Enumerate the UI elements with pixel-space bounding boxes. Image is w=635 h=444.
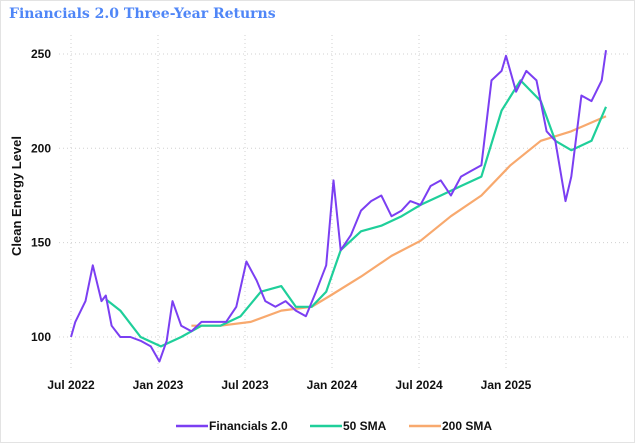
x-tick-label: Jul 2022 bbox=[47, 378, 95, 392]
legend-item[interactable]: 50 SMA bbox=[310, 419, 387, 433]
chart-title: Financials 2.0 Three-Year Returns bbox=[9, 6, 276, 22]
y-axis-label: Clean Energy Level bbox=[9, 136, 24, 256]
series-line-200-sma bbox=[191, 115, 607, 327]
x-tick-label: Jul 2024 bbox=[395, 378, 443, 392]
legend[interactable]: Financials 2.0 50 SMA 200 SMA bbox=[176, 419, 492, 433]
series-lines bbox=[70, 50, 608, 363]
y-tick-label: 150 bbox=[31, 236, 51, 250]
y-ticks: 100 150 200 250 bbox=[31, 47, 51, 344]
grid bbox=[59, 35, 629, 369]
x-tick-label: Jan 2024 bbox=[307, 378, 358, 392]
y-tick-label: 100 bbox=[31, 330, 51, 344]
x-tick-label: Jul 2023 bbox=[221, 378, 269, 392]
series-line-50-sma bbox=[105, 79, 608, 348]
legend-label: 50 SMA bbox=[343, 419, 387, 433]
series-line-financials-2-0 bbox=[70, 50, 607, 363]
x-ticks: Jul 2022 Jan 2023 Jul 2023 Jan 2024 Jul 2024… bbox=[47, 378, 531, 392]
legend-item[interactable]: Financials 2.0 bbox=[176, 419, 288, 433]
y-tick-label: 200 bbox=[31, 141, 51, 155]
x-tick-label: Jan 2023 bbox=[133, 378, 184, 392]
x-tick-label: Jan 2025 bbox=[481, 378, 532, 392]
y-tick-label: 250 bbox=[31, 47, 51, 61]
legend-item[interactable]: 200 SMA bbox=[409, 419, 492, 433]
legend-label: Financials 2.0 bbox=[209, 419, 288, 433]
legend-label: 200 SMA bbox=[442, 419, 492, 433]
